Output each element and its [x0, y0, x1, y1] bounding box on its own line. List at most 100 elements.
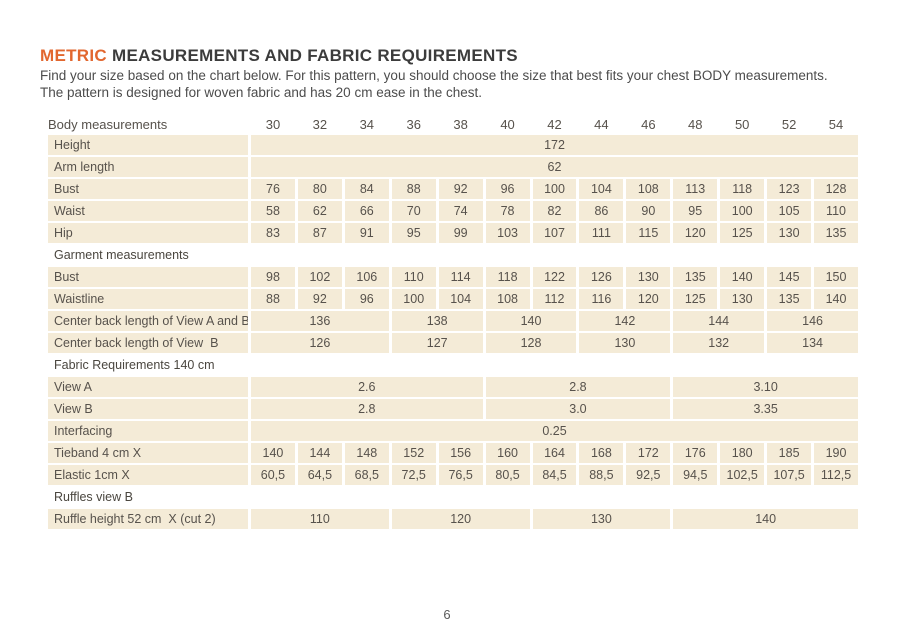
row-value: 140 [814, 289, 858, 309]
row-value: 190 [814, 443, 858, 463]
row-value: 120 [626, 289, 671, 309]
row-value: 96 [485, 179, 530, 199]
table-row: Waistline 88 92 96 100 104 108 112 116 120 125 130 1… [48, 289, 858, 309]
row-value: 110 [391, 267, 436, 287]
row-value: 111 [579, 223, 624, 243]
page-title-accent: METRIC [40, 46, 107, 65]
row-value: 105 [767, 201, 812, 221]
row-value: 99 [438, 223, 483, 243]
row-value: 103 [485, 223, 530, 243]
row-label: Center back length of View B [48, 333, 248, 353]
row-value: 135 [814, 223, 858, 243]
row-value: 142 [579, 311, 671, 331]
table-header-label: Body measurements [48, 116, 168, 132]
row-value: 91 [344, 223, 389, 243]
size-column-header-38: 38 [453, 116, 468, 132]
row-value: 168 [579, 443, 624, 463]
row-value: 96 [344, 289, 389, 309]
row-label: Bust [48, 179, 248, 199]
size-column-header-44: 44 [594, 116, 609, 132]
row-value: 68,5 [344, 465, 389, 485]
row-value: 3.0 [485, 399, 671, 419]
table-row: Bust 98 102 106 110 114 118 122 126 130 135 140 145 1… [48, 267, 858, 287]
row-value: 108 [626, 179, 671, 199]
row-value: 78 [485, 201, 530, 221]
row-value: 88 [391, 179, 436, 199]
row-value: 120 [673, 223, 718, 243]
row-value: 2.8 [485, 377, 671, 397]
row-value: 82 [532, 201, 577, 221]
table-row: Interfacing 0.25 [48, 421, 858, 441]
table-row: Arm length 62 [48, 157, 858, 177]
table-row: Height 172 [48, 135, 858, 155]
row-value: 102 [297, 267, 342, 287]
row-value: 152 [391, 443, 436, 463]
row-label: Arm length [48, 157, 248, 177]
row-label: Waist [48, 201, 248, 221]
row-value: 128 [814, 179, 858, 199]
row-value: 146 [767, 311, 858, 331]
row-value: 144 [673, 311, 765, 331]
row-value: 118 [720, 179, 765, 199]
row-value: 58 [251, 201, 295, 221]
row-value: 84,5 [532, 465, 577, 485]
row-value: 128 [485, 333, 577, 353]
table-row: Waist 58 62 66 70 74 78 82 86 90 95 100 105 110 [48, 201, 858, 221]
row-value: 114 [438, 267, 483, 287]
row-value: 172 [251, 135, 858, 155]
intro-text: Find your size based on the chart below.… [40, 67, 828, 101]
row-value: 100 [391, 289, 436, 309]
row-value: 94,5 [673, 465, 718, 485]
row-value: 127 [391, 333, 483, 353]
page-title-rest: MEASUREMENTS AND FABRIC REQUIREMENTS [112, 46, 518, 65]
row-value: 80 [297, 179, 342, 199]
row-value: 144 [297, 443, 342, 463]
row-value: 135 [767, 289, 812, 309]
row-value: 156 [438, 443, 483, 463]
table-row: Bust 76 80 84 88 92 96 100 104 108 113 118 123 128 [48, 179, 858, 199]
row-value: 164 [532, 443, 577, 463]
row-value: 2.8 [251, 399, 483, 419]
row-value: 80,5 [485, 465, 530, 485]
section-header: Ruffles view B [54, 490, 133, 504]
row-value: 126 [251, 333, 389, 353]
row-label: Waistline [48, 289, 248, 309]
row-label: Hip [48, 223, 248, 243]
row-label: Interfacing [48, 421, 248, 441]
row-value: 76,5 [438, 465, 483, 485]
page-number: 6 [443, 607, 451, 622]
size-column-header-30: 30 [265, 116, 281, 132]
row-value: 113 [673, 179, 718, 199]
row-value: 98 [251, 267, 295, 287]
row-value: 76 [251, 179, 295, 199]
row-value: 136 [251, 311, 389, 331]
row-value: 83 [251, 223, 295, 243]
row-value: 62 [251, 157, 858, 177]
row-value: 130 [626, 267, 671, 287]
row-label: Elastic 1cm X [48, 465, 248, 485]
row-value: 180 [720, 443, 765, 463]
row-value: 95 [673, 201, 718, 221]
size-column-header-40: 40 [500, 116, 515, 132]
row-value: 87 [297, 223, 342, 243]
table-row: Center back length of View B 126 127 128 130… [48, 333, 858, 353]
intro-line-1: Find your size based on the chart below.… [40, 68, 828, 83]
row-value: 134 [767, 333, 858, 353]
row-value: 66 [344, 201, 389, 221]
row-value: 112 [532, 289, 577, 309]
row-value: 88,5 [579, 465, 624, 485]
row-value: 92,5 [626, 465, 671, 485]
row-value: 60,5 [251, 465, 295, 485]
row-value: 110 [814, 201, 858, 221]
row-label: Ruffle height 52 cm X (cut 2) [48, 509, 248, 529]
row-value: 74 [438, 201, 483, 221]
size-column-header-50: 50 [734, 116, 750, 132]
section-header: Garment measurements [54, 248, 189, 262]
table-row: Ruffle height 52 cm X (cut 2) 110 120 130 14… [48, 509, 858, 529]
size-column-header-42: 42 [547, 116, 562, 132]
section-header: Fabric Requirements 140 cm [54, 358, 215, 372]
row-value: 2.6 [251, 377, 483, 397]
row-value: 140 [673, 509, 858, 529]
table-header-row: Body measurements 30 32 34 36 38 40 42 44 46 48 50 5… [48, 113, 858, 135]
